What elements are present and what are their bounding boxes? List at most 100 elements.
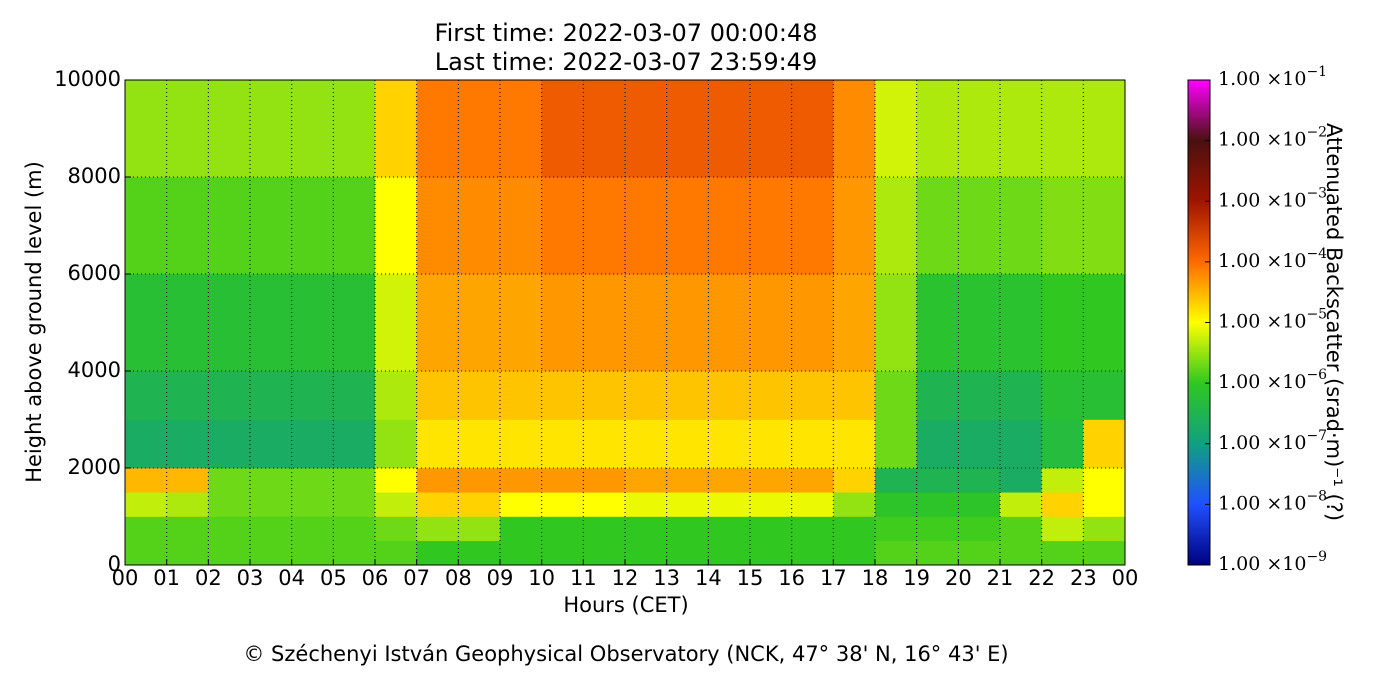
heatmap-cell (750, 274, 792, 372)
heatmap-cell (791, 516, 834, 542)
heatmap-cell (1083, 419, 1126, 469)
heatmap-cell (1041, 468, 1084, 493)
heatmap-cell (375, 177, 417, 275)
heatmap-cell (333, 516, 376, 542)
x-tick-label: 00 (112, 566, 139, 590)
colorbar-tick-label: 1.00 ×10−6 (1218, 367, 1327, 393)
heatmap-cell (333, 274, 376, 372)
heatmap-cell (1000, 177, 1042, 275)
heatmap-cell (1083, 371, 1126, 420)
heatmap-cell (416, 492, 459, 517)
heatmap-cell (458, 516, 501, 542)
heatmap-cell (958, 274, 1001, 372)
heatmap (125, 80, 1126, 566)
x-axis-label: Hours (CET) (563, 593, 688, 617)
heatmap-cell (1000, 516, 1042, 542)
x-tick-label: 10 (528, 566, 555, 590)
heatmap-cell (875, 274, 917, 372)
x-tick-label: 02 (195, 566, 222, 590)
y-tick-label: 0 (108, 552, 121, 576)
x-tick-label: 22 (1028, 566, 1055, 590)
x-tick-label: 11 (570, 566, 597, 590)
heatmap-cell (125, 516, 167, 542)
heatmap-cell (541, 468, 584, 493)
heatmap-cell (916, 419, 959, 469)
heatmap-cell (458, 371, 501, 420)
heatmap-cell (666, 516, 709, 542)
heatmap-cell (583, 177, 626, 275)
heatmap-cell (916, 80, 959, 178)
x-tick-label: 18 (862, 566, 889, 590)
heatmap-cell (333, 80, 376, 178)
heatmap-cell (750, 492, 792, 517)
heatmap-cell (833, 274, 876, 372)
heatmap-cell (625, 371, 667, 420)
colorbar-tick-base: 1.00 ×10 (1218, 129, 1306, 151)
heatmap-cell (166, 468, 209, 493)
x-tick-label: 04 (278, 566, 305, 590)
heatmap-cell (208, 80, 251, 178)
heatmap-cell (750, 419, 792, 469)
heatmap-cell (958, 540, 1001, 566)
heatmap-cell (958, 468, 1001, 493)
colorbar-tick-exponent: −3 (1306, 185, 1327, 201)
heatmap-cell (875, 540, 917, 566)
heatmap-cell (833, 371, 876, 420)
heatmap-cell (916, 540, 959, 566)
colorbar-tick-exponent: −7 (1306, 428, 1327, 444)
heatmap-cell (458, 419, 501, 469)
heatmap-cell (750, 540, 792, 566)
heatmap-cell (583, 468, 626, 493)
heatmap-cell (291, 80, 334, 178)
heatmap-cell (166, 274, 209, 372)
heatmap-cell (833, 177, 876, 275)
heatmap-cell (1083, 516, 1126, 542)
heatmap-cell (1083, 80, 1126, 178)
heatmap-cell (708, 274, 751, 372)
caption: © Széchenyi István Geophysical Observato… (243, 642, 1008, 666)
heatmap-cell (1000, 80, 1042, 178)
x-tick-label: 17 (820, 566, 847, 590)
heatmap-cell (208, 371, 251, 420)
heatmap-cell (375, 80, 417, 178)
heatmap-cell (291, 419, 334, 469)
heatmap-cell (541, 492, 584, 517)
x-tick-label: 06 (362, 566, 389, 590)
heatmap-cell (750, 468, 792, 493)
heatmap-cell (375, 516, 417, 542)
heatmap-cell (125, 419, 167, 469)
x-tick-label: 19 (903, 566, 930, 590)
heatmap-cell (125, 80, 167, 178)
x-tick-label: 07 (403, 566, 430, 590)
heatmap-cell (541, 371, 584, 420)
heatmap-cell (125, 492, 167, 517)
heatmap-cell (833, 80, 876, 178)
heatmap-cell (208, 492, 251, 517)
heatmap-cell (208, 177, 251, 275)
x-tick-label: 23 (1070, 566, 1097, 590)
heatmap-cell (1083, 177, 1126, 275)
x-tick-label: 15 (737, 566, 764, 590)
heatmap-cell (791, 419, 834, 469)
heatmap-cell (125, 371, 167, 420)
heatmap-cell (1000, 540, 1042, 566)
heatmap-cell (375, 371, 417, 420)
heatmap-cell (583, 516, 626, 542)
colorbar-tick-label: 1.00 ×10−4 (1218, 246, 1327, 272)
colorbar-tick-label: 1.00 ×10−9 (1218, 549, 1327, 575)
heatmap-cell (333, 177, 376, 275)
heatmap-cell (250, 419, 292, 469)
heatmap-cell (791, 274, 834, 372)
heatmap-cell (125, 177, 167, 275)
heatmap-cell (208, 540, 251, 566)
y-tick-label: 4000 (68, 358, 121, 382)
heatmap-cell (708, 540, 751, 566)
heatmap-cell (500, 516, 542, 542)
heatmap-cell (1083, 274, 1126, 372)
heatmap-cell (875, 419, 917, 469)
heatmap-cell (208, 419, 251, 469)
heatmap-cell (250, 468, 292, 493)
heatmap-cell (916, 492, 959, 517)
